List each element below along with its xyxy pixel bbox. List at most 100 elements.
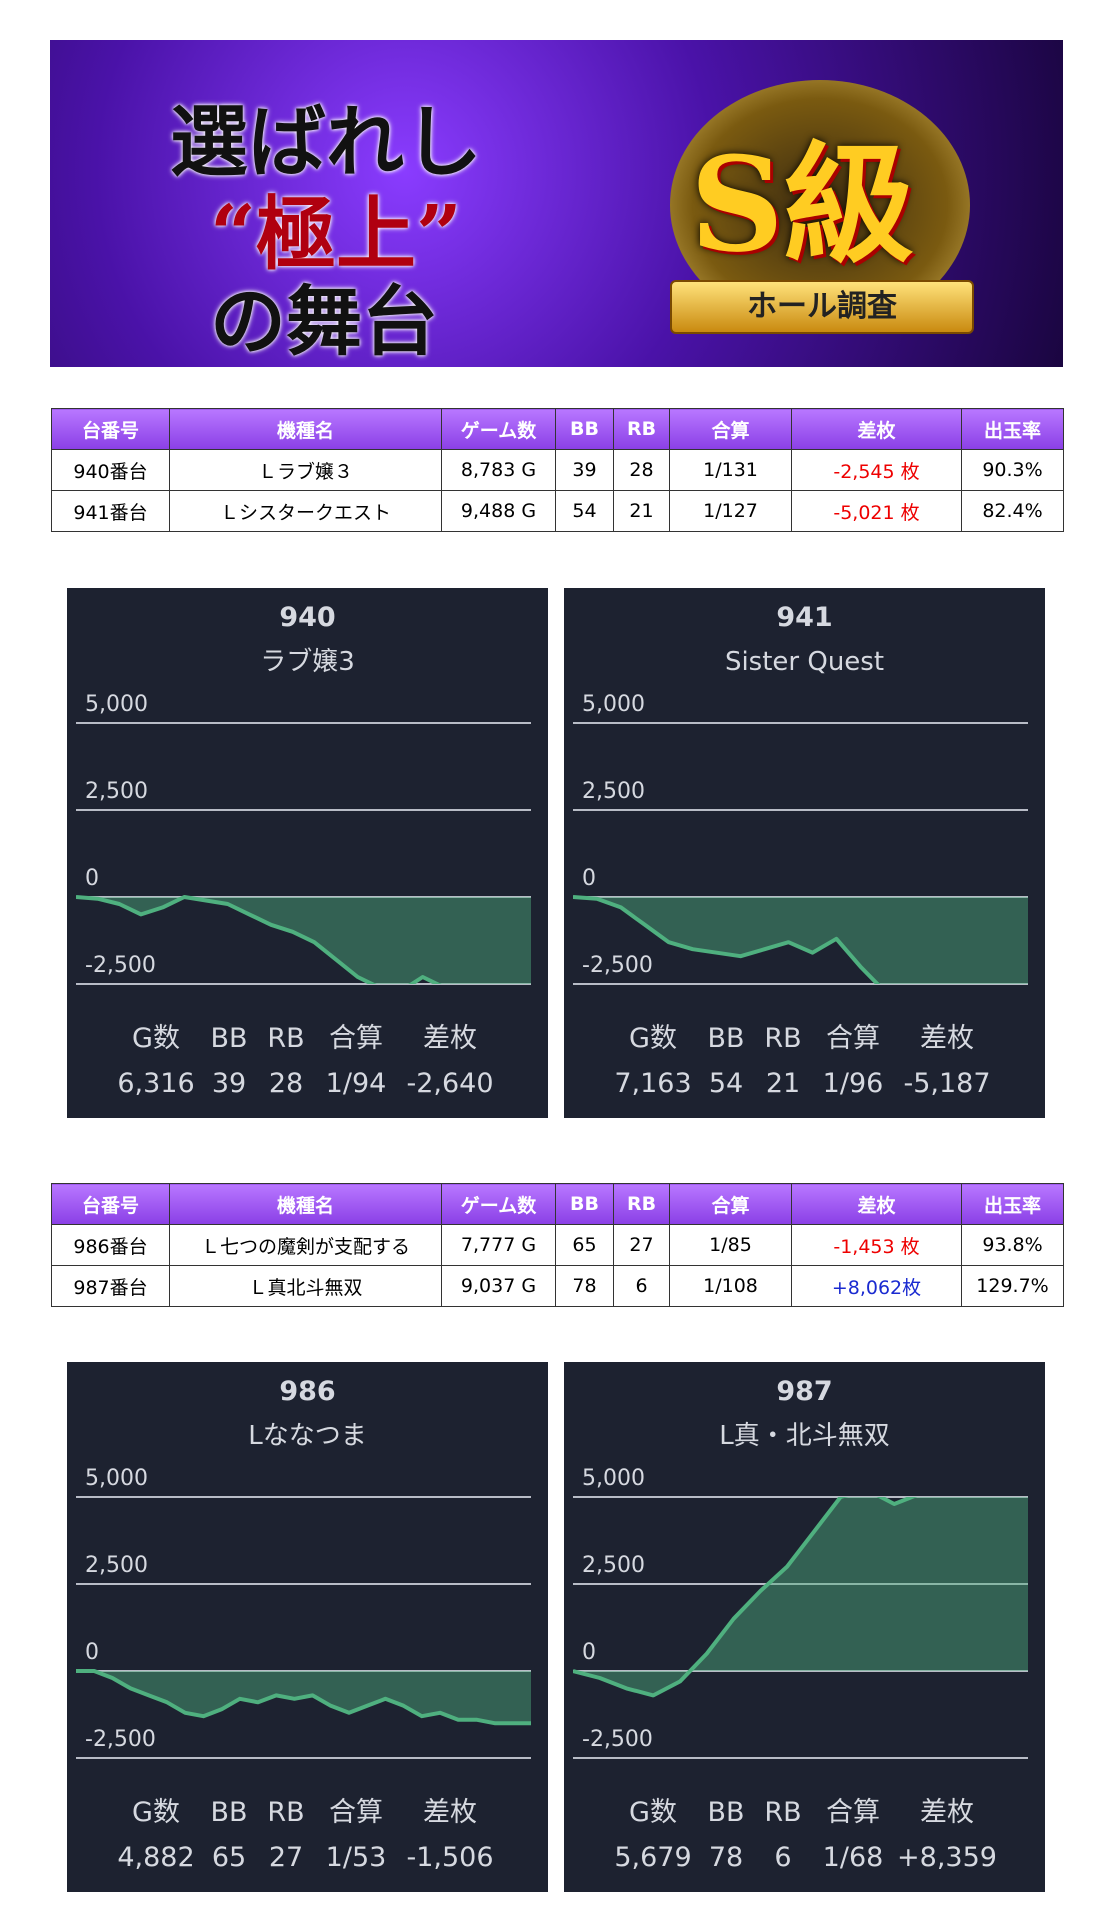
chart-subtitle: Lななつま bbox=[248, 1421, 367, 1451]
row: 940番台 Ｌラブ嬢３ 8,783 G 39 28 1/131 -2,545 枚 90.3% bbox=[51, 449, 1064, 491]
banner-line: の舞台 bbox=[210, 277, 438, 366]
header-cell: BB bbox=[555, 408, 614, 450]
chart: 987 L真・北斗無双 5,000 2,500 0 -2,500 G数 BB RB 合算 差枚 5,6… bbox=[564, 1362, 1045, 1892]
y-tick-label: -2,500 bbox=[85, 1727, 156, 1752]
line bbox=[76, 895, 442, 984]
stat-label: RB bbox=[267, 1797, 304, 1828]
cell: Ｌ真北斗無双 bbox=[169, 1265, 442, 1307]
chart-title: 987 bbox=[776, 1376, 832, 1407]
chart-subtitle: Sister Quest bbox=[725, 647, 884, 677]
header-row: 台番号 機種名 ゲーム数 BB RB 合算 差枚 出玉率 bbox=[51, 1183, 1064, 1225]
cell: Ｌラブ嬢３ bbox=[169, 449, 442, 491]
stat-value: 1/94 bbox=[326, 1068, 387, 1099]
stat-value: 28 bbox=[269, 1068, 303, 1099]
stat-value: 7,163 bbox=[614, 1068, 691, 1099]
stat-value: 1/68 bbox=[823, 1842, 884, 1873]
banner: 選ばれし “極上” の舞台 S級 ホール調査 bbox=[50, 40, 1063, 367]
chart: 986 Lななつま 5,000 2,500 0 -2,500 G数 BB RB 合算 差枚 4,882… bbox=[67, 1362, 548, 1892]
cell: 1/127 bbox=[669, 490, 792, 532]
stat-label: 差枚 bbox=[920, 1023, 974, 1054]
cell: 78 bbox=[555, 1265, 614, 1307]
y-tick-label: 5,000 bbox=[582, 692, 645, 717]
stat-value: 21 bbox=[766, 1068, 800, 1099]
line bbox=[76, 1669, 531, 1726]
cell: 9,488 G bbox=[441, 490, 556, 532]
chart-title: 986 bbox=[279, 1376, 335, 1407]
y-tick-label: 0 bbox=[85, 866, 99, 891]
cell: 9,037 G bbox=[441, 1265, 556, 1307]
chart-title: 940 bbox=[279, 602, 335, 633]
stat-value: 5,679 bbox=[614, 1842, 691, 1873]
badge: S級 bbox=[690, 128, 914, 281]
area bbox=[573, 897, 1028, 984]
chart: 940 ラブ嬢3 5,000 2,500 0 -2,500 G数 BB RB 合算 差枚 6,316 3… bbox=[67, 588, 548, 1118]
stat-label: RB bbox=[764, 1023, 801, 1054]
header-cell: 台番号 bbox=[51, 408, 170, 450]
area bbox=[76, 897, 531, 984]
stat-label: 合算 bbox=[329, 1023, 383, 1054]
row: 941番台 Ｌシスタークエスト 9,488 G 54 21 1/127 -5,021 枚 82… bbox=[51, 490, 1064, 532]
y-tick-label: 2,500 bbox=[85, 779, 148, 804]
stat-value: 1/53 bbox=[326, 1842, 387, 1873]
y-tick-label: 5,000 bbox=[85, 692, 148, 717]
row: 987番台 Ｌ真北斗無双 9,037 G 78 6 1/108 +8,062枚 129.7% bbox=[51, 1265, 1064, 1307]
stat-value: -5,187 bbox=[903, 1068, 990, 1099]
header-cell: RB bbox=[613, 1183, 670, 1225]
y-tick-label: 5,000 bbox=[582, 1466, 645, 1491]
header-cell: 出玉率 bbox=[961, 1183, 1064, 1225]
stat-value: 4,882 bbox=[117, 1842, 194, 1873]
stat-value: -2,640 bbox=[406, 1068, 493, 1099]
cell: -5,021 枚 bbox=[791, 490, 962, 532]
header-cell: BB bbox=[555, 1183, 614, 1225]
stat-label: BB bbox=[707, 1023, 744, 1054]
cell: 27 bbox=[613, 1224, 670, 1266]
cell: 986番台 bbox=[51, 1224, 170, 1266]
stat-label: 差枚 bbox=[423, 1797, 477, 1828]
data-table: 台番号 機種名 ゲーム数 BB RB 合算 差枚 出玉率 986番台 Ｌ七つの魔剣が支配する 7,7… bbox=[51, 1183, 1064, 1307]
area bbox=[573, 1497, 1028, 1696]
header-cell: RB bbox=[613, 408, 670, 450]
header-cell: 合算 bbox=[669, 408, 792, 450]
stat-label: G数 bbox=[132, 1797, 180, 1828]
chart-title: 941 bbox=[776, 602, 832, 633]
y-tick-label: 0 bbox=[582, 866, 596, 891]
cell: -1,453 枚 bbox=[791, 1224, 962, 1266]
cell: 39 bbox=[555, 449, 614, 491]
cell: 1/85 bbox=[669, 1224, 792, 1266]
y-tick-label: -2,500 bbox=[85, 953, 156, 978]
cell: 65 bbox=[555, 1224, 614, 1266]
stat-label: BB bbox=[707, 1797, 744, 1828]
stat-value: 27 bbox=[269, 1842, 303, 1873]
cell: Ｌ七つの魔剣が支配する bbox=[169, 1224, 442, 1266]
header-cell: 機種名 bbox=[169, 408, 442, 450]
stat-label: RB bbox=[764, 1797, 801, 1828]
header-row: 台番号 機種名 ゲーム数 BB RB 合算 差枚 出玉率 bbox=[51, 408, 1064, 450]
y-tick-label: 0 bbox=[582, 1640, 596, 1665]
ribbon: ホール調査 bbox=[670, 280, 974, 334]
cell: 90.3% bbox=[961, 449, 1064, 491]
stat-value: 65 bbox=[212, 1842, 246, 1873]
stat-label: G数 bbox=[132, 1023, 180, 1054]
stat-label: 合算 bbox=[329, 1797, 383, 1828]
header-cell: ゲーム数 bbox=[441, 1183, 556, 1225]
header-cell: 機種名 bbox=[169, 1183, 442, 1225]
header-cell: 差枚 bbox=[791, 408, 962, 450]
cell: 1/131 bbox=[669, 449, 792, 491]
cell: Ｌシスタークエスト bbox=[169, 490, 442, 532]
cell: +8,062枚 bbox=[791, 1265, 962, 1307]
header-cell: ゲーム数 bbox=[441, 408, 556, 450]
y-tick-label: 2,500 bbox=[85, 1553, 148, 1578]
stat-value: +8,359 bbox=[897, 1842, 997, 1873]
y-tick-label: 0 bbox=[85, 1640, 99, 1665]
stat-value: 6 bbox=[774, 1842, 791, 1873]
cell: 6 bbox=[613, 1265, 670, 1307]
stat-value: 1/96 bbox=[823, 1068, 884, 1099]
header-cell: 出玉率 bbox=[961, 408, 1064, 450]
cell: 940番台 bbox=[51, 449, 170, 491]
header-cell: 合算 bbox=[669, 1183, 792, 1225]
cell: 987番台 bbox=[51, 1265, 170, 1307]
cell: 28 bbox=[613, 449, 670, 491]
cell: 941番台 bbox=[51, 490, 170, 532]
data-table: 台番号 機種名 ゲーム数 BB RB 合算 差枚 出玉率 940番台 Ｌラブ嬢３ 8,783 G 39… bbox=[51, 408, 1064, 532]
